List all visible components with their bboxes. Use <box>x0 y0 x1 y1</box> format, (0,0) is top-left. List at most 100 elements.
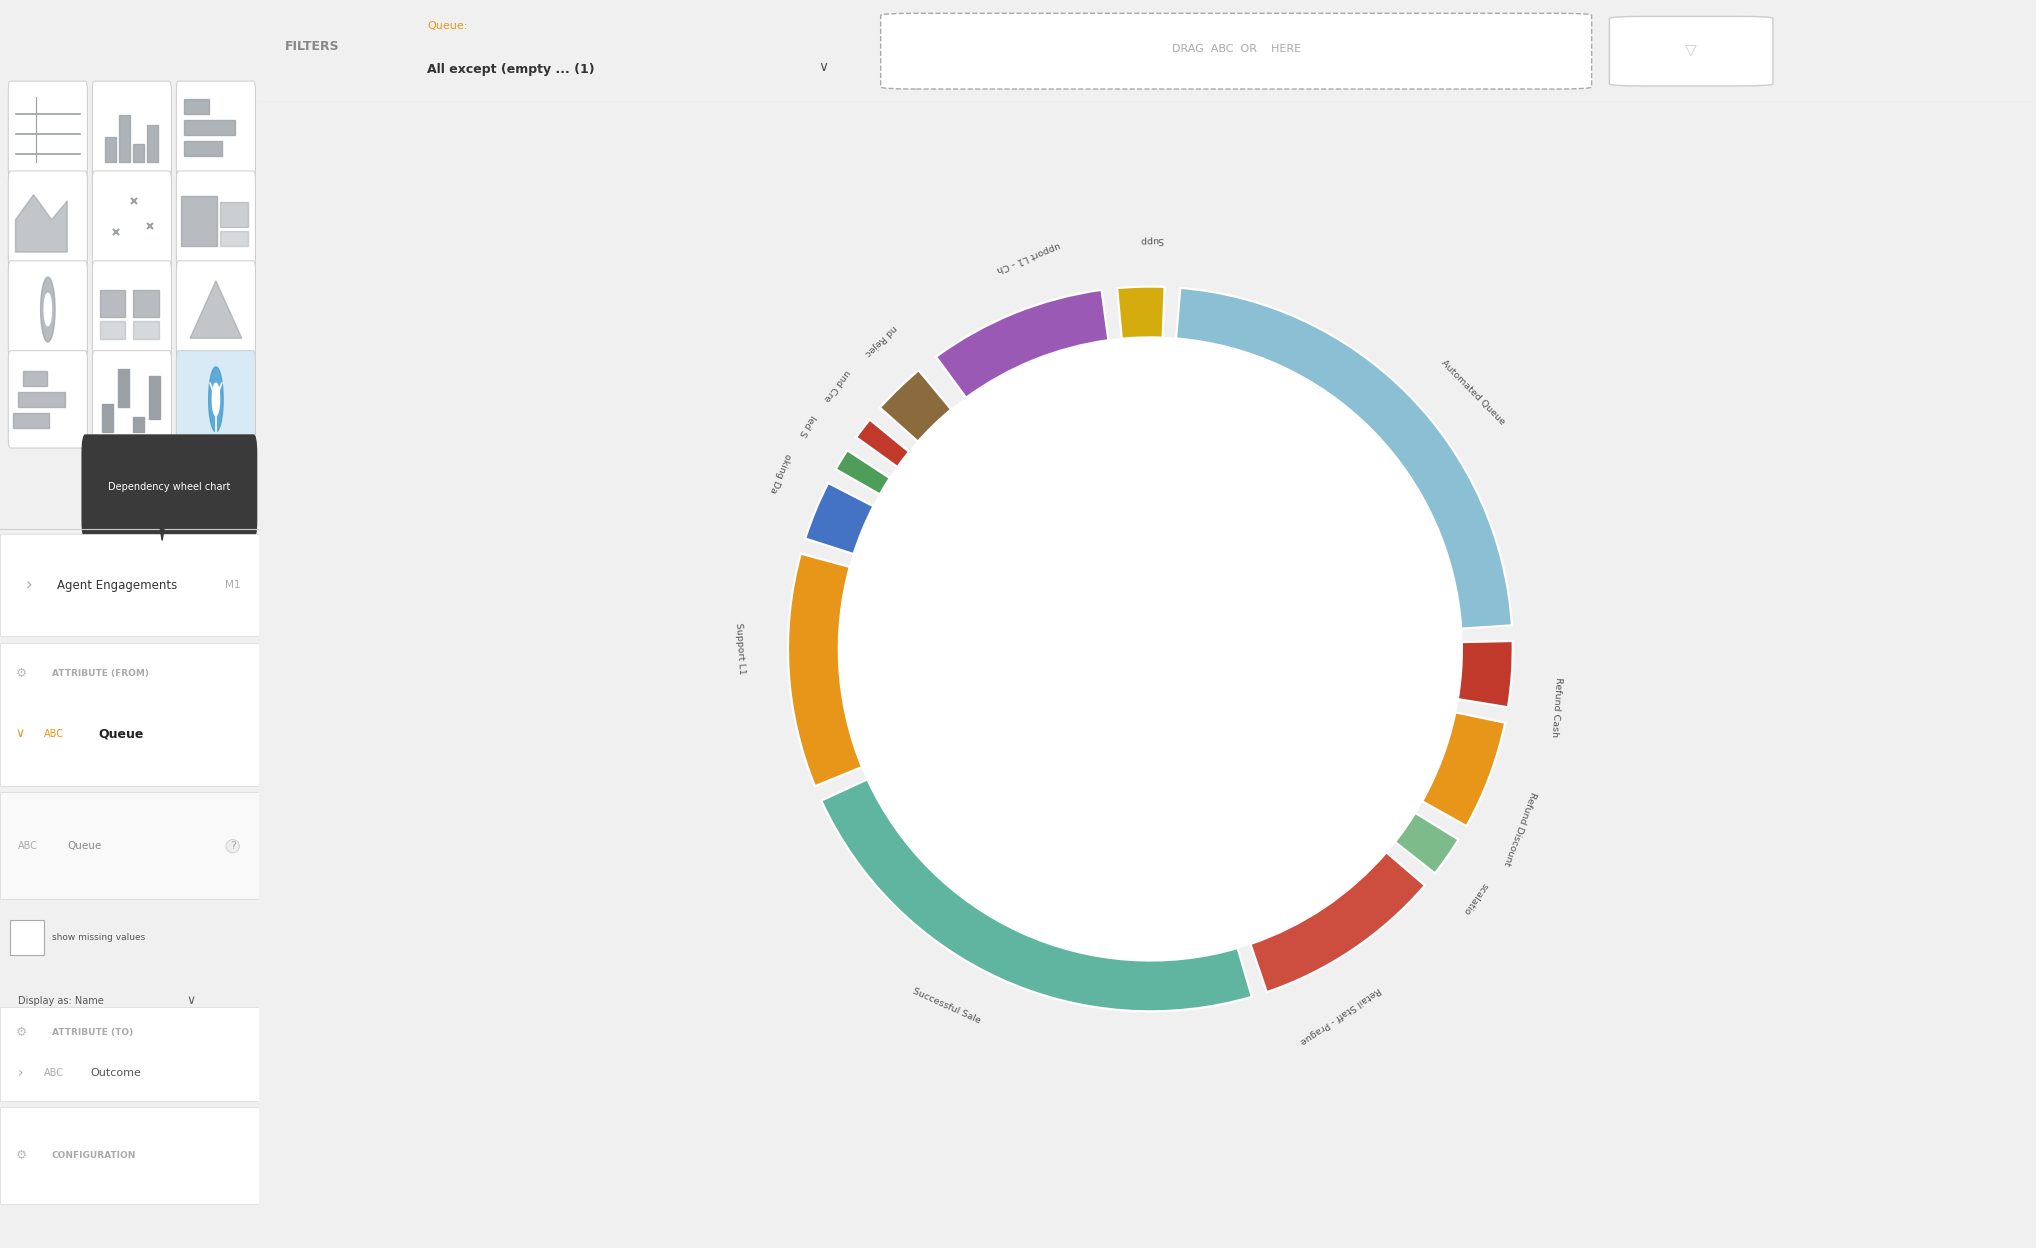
FancyBboxPatch shape <box>81 434 257 539</box>
Polygon shape <box>963 339 1462 703</box>
Bar <box>132 290 159 317</box>
Polygon shape <box>208 367 224 432</box>
Text: ∨: ∨ <box>818 60 829 74</box>
Polygon shape <box>1118 337 1462 634</box>
Text: DRAG  ABC  OR    HERE: DRAG ABC OR HERE <box>1171 44 1301 54</box>
Text: ATTRIBUTE (TO): ATTRIBUTE (TO) <box>51 1027 132 1037</box>
Polygon shape <box>839 563 1242 961</box>
Wedge shape <box>1177 288 1513 629</box>
FancyBboxPatch shape <box>0 1107 259 1204</box>
Bar <box>132 144 145 162</box>
Text: Support L1: Support L1 <box>735 622 745 674</box>
Text: upport L1 - Ch: upport L1 - Ch <box>996 240 1061 273</box>
Wedge shape <box>1395 812 1458 874</box>
Bar <box>147 125 159 162</box>
Text: show missing values: show missing values <box>51 932 145 942</box>
Polygon shape <box>963 338 1462 635</box>
Bar <box>183 141 222 156</box>
Polygon shape <box>865 711 1389 961</box>
Wedge shape <box>1423 713 1505 826</box>
Wedge shape <box>788 554 861 786</box>
Text: ∨: ∨ <box>16 728 24 740</box>
FancyBboxPatch shape <box>10 920 45 955</box>
Polygon shape <box>41 277 55 342</box>
Wedge shape <box>835 451 890 494</box>
Wedge shape <box>1250 852 1425 992</box>
Wedge shape <box>857 419 908 467</box>
Bar <box>132 321 159 339</box>
Text: Dependency wheel chart: Dependency wheel chart <box>108 482 230 492</box>
Text: Refund Discount: Refund Discount <box>1503 791 1537 867</box>
Wedge shape <box>1118 287 1165 338</box>
Polygon shape <box>1118 337 1462 703</box>
Bar <box>12 413 49 428</box>
Polygon shape <box>865 337 1242 961</box>
Wedge shape <box>821 780 1252 1011</box>
Text: M1: M1 <box>224 580 240 590</box>
Text: ›: › <box>26 577 33 594</box>
Text: Queue: Queue <box>67 841 102 851</box>
FancyBboxPatch shape <box>92 261 171 358</box>
Wedge shape <box>937 290 1108 398</box>
Polygon shape <box>45 293 51 326</box>
Text: ›: › <box>18 1066 24 1081</box>
Text: nd Rejec: nd Rejec <box>863 323 898 358</box>
FancyBboxPatch shape <box>0 792 259 899</box>
Polygon shape <box>839 563 1462 771</box>
Text: ATTRIBUTE (FROM): ATTRIBUTE (FROM) <box>51 669 149 679</box>
Bar <box>220 202 248 227</box>
Bar <box>183 99 210 114</box>
Polygon shape <box>159 520 165 540</box>
Polygon shape <box>865 407 1242 961</box>
Polygon shape <box>865 683 1456 961</box>
Polygon shape <box>896 338 1462 635</box>
Text: ?: ? <box>230 841 236 851</box>
Wedge shape <box>1423 713 1505 826</box>
Polygon shape <box>189 281 242 338</box>
Bar <box>104 137 116 162</box>
Polygon shape <box>839 337 1462 961</box>
Text: ABC: ABC <box>18 841 39 851</box>
Wedge shape <box>1250 852 1425 992</box>
Bar <box>181 196 218 246</box>
Text: ⚙: ⚙ <box>16 1026 26 1038</box>
Text: und Cre: und Cre <box>823 367 851 402</box>
FancyBboxPatch shape <box>0 643 259 786</box>
Text: Outcome: Outcome <box>90 1068 140 1078</box>
Wedge shape <box>1458 641 1513 708</box>
Polygon shape <box>1165 338 1462 945</box>
Wedge shape <box>821 780 1252 1011</box>
Polygon shape <box>839 563 1389 945</box>
Text: CONFIGURATION: CONFIGURATION <box>51 1151 136 1161</box>
FancyBboxPatch shape <box>92 81 171 178</box>
Bar <box>220 231 248 246</box>
FancyBboxPatch shape <box>0 1007 259 1101</box>
Bar <box>183 120 236 135</box>
FancyBboxPatch shape <box>92 351 171 448</box>
Bar <box>18 392 65 407</box>
Bar <box>118 369 128 407</box>
Text: scalatio: scalatio <box>1462 881 1490 916</box>
Polygon shape <box>865 339 1242 961</box>
Bar <box>100 290 126 317</box>
Wedge shape <box>788 554 861 786</box>
FancyBboxPatch shape <box>177 351 254 448</box>
Polygon shape <box>963 339 1389 945</box>
Polygon shape <box>1169 338 1462 703</box>
Text: Automated Queue: Automated Queue <box>1439 359 1507 427</box>
FancyBboxPatch shape <box>177 171 254 268</box>
Polygon shape <box>853 503 1242 961</box>
Wedge shape <box>835 451 890 494</box>
Polygon shape <box>914 338 1462 635</box>
Polygon shape <box>16 195 67 252</box>
Text: Queue: Queue <box>98 728 145 740</box>
Bar <box>149 376 159 419</box>
Wedge shape <box>1177 288 1513 629</box>
FancyBboxPatch shape <box>8 261 88 358</box>
Polygon shape <box>963 339 1456 805</box>
FancyBboxPatch shape <box>8 81 88 178</box>
Wedge shape <box>1118 287 1165 338</box>
Bar <box>132 417 145 432</box>
Wedge shape <box>880 371 951 442</box>
FancyBboxPatch shape <box>8 351 88 448</box>
